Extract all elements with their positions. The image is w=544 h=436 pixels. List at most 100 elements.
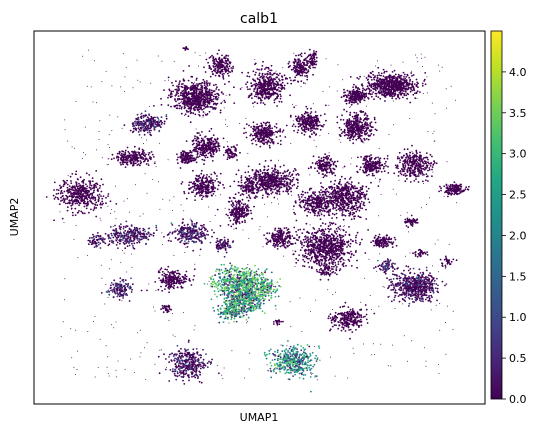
scatter-point [399, 93, 402, 96]
scatter-point [377, 79, 380, 82]
scatter-point [271, 173, 274, 176]
scatter-point [192, 112, 195, 115]
scatter-point [223, 61, 225, 64]
scatter-point [347, 94, 349, 96]
scatter-point [200, 144, 203, 147]
scatter-point [266, 66, 268, 69]
scatter-point [159, 119, 162, 122]
scatter-point [174, 94, 177, 97]
scatter-point [160, 97, 162, 100]
scatter-point [304, 75, 306, 77]
scatter-point [124, 149, 127, 152]
scatter-point [308, 48, 311, 51]
scatter-point [210, 139, 213, 141]
scatter-point [312, 155, 315, 158]
scatter-point [359, 117, 362, 119]
scatter-point [272, 141, 274, 144]
scatter-point [380, 72, 383, 75]
scatter-point [254, 132, 256, 135]
scatter-point [248, 175, 251, 177]
scatter-point [222, 75, 225, 77]
scatter-point [203, 144, 206, 147]
scatter-point [395, 97, 397, 100]
scatter-point [397, 94, 400, 97]
scatter-point [181, 153, 184, 156]
scatter-point [276, 88, 279, 91]
scatter-point [136, 123, 139, 126]
scatter-point [269, 96, 272, 98]
scatter-point [199, 153, 202, 156]
scatter-point [354, 117, 357, 120]
scatter-point [363, 114, 366, 116]
scatter-point [312, 54, 314, 57]
scatter-point [359, 75, 361, 78]
scatter-point [256, 68, 259, 71]
scatter-point [266, 196, 269, 198]
scatter-point [279, 72, 281, 75]
scatter-point [203, 107, 205, 110]
scatter-point [360, 129, 362, 132]
scatter-point [326, 168, 329, 170]
scatter-point [389, 95, 392, 97]
scatter-point [403, 85, 406, 88]
scatter-point [367, 92, 370, 95]
scatter-point [205, 58, 208, 61]
scatter-point [382, 68, 385, 71]
scatter-point [362, 170, 365, 173]
scatter-point [278, 190, 281, 193]
scatter-point [259, 184, 262, 187]
scatter-point [194, 113, 197, 116]
scatter-point [130, 157, 132, 160]
scatter-point [380, 78, 383, 81]
scatter-point [372, 85, 375, 88]
scatter-point [293, 64, 295, 67]
scatter-point [386, 89, 389, 91]
scatter-point [141, 123, 144, 126]
scatter-point [260, 75, 263, 78]
scatter-point [256, 135, 259, 138]
scatter-point [297, 54, 300, 57]
scatter-point [286, 170, 288, 173]
scatter-point [212, 140, 215, 143]
scatter-point [218, 67, 221, 70]
scatter-point [315, 120, 317, 123]
scatter-point [204, 96, 206, 98]
scatter-point [197, 108, 200, 111]
scatter-point [150, 151, 153, 153]
scatter-point [330, 158, 333, 160]
scatter-point [183, 91, 186, 94]
scatter-point [180, 83, 183, 85]
scatter-point [247, 165, 250, 168]
scatter-point [209, 150, 212, 152]
scatter-point [229, 152, 232, 155]
scatter-point [412, 87, 415, 89]
scatter-point [240, 179, 243, 182]
scatter-point [229, 61, 232, 64]
scatter-point [296, 187, 298, 190]
scatter-point [358, 122, 360, 124]
scatter-point [394, 90, 396, 93]
scatter-point [305, 59, 307, 62]
scatter-point [294, 76, 297, 79]
scatter-point [270, 189, 272, 192]
scatter-point [136, 153, 138, 156]
scatter-point [324, 161, 327, 164]
scatter-point [194, 137, 196, 140]
scatter-point [323, 113, 326, 115]
scatter-point [390, 80, 393, 83]
scatter-point [423, 80, 425, 82]
scatter-point [259, 169, 262, 171]
scatter-point [297, 123, 300, 125]
scatter-point [286, 190, 289, 193]
scatter-point [315, 56, 318, 59]
scatter-point [224, 71, 227, 73]
scatter-point [253, 134, 256, 137]
scatter-point [382, 90, 385, 93]
scatter-point [193, 90, 195, 93]
scatter-point [345, 124, 348, 127]
scatter-point [262, 182, 265, 185]
scatter-point [221, 58, 224, 61]
scatter-point [390, 82, 393, 85]
scatter-point [352, 142, 355, 145]
scatter-point [204, 71, 207, 73]
